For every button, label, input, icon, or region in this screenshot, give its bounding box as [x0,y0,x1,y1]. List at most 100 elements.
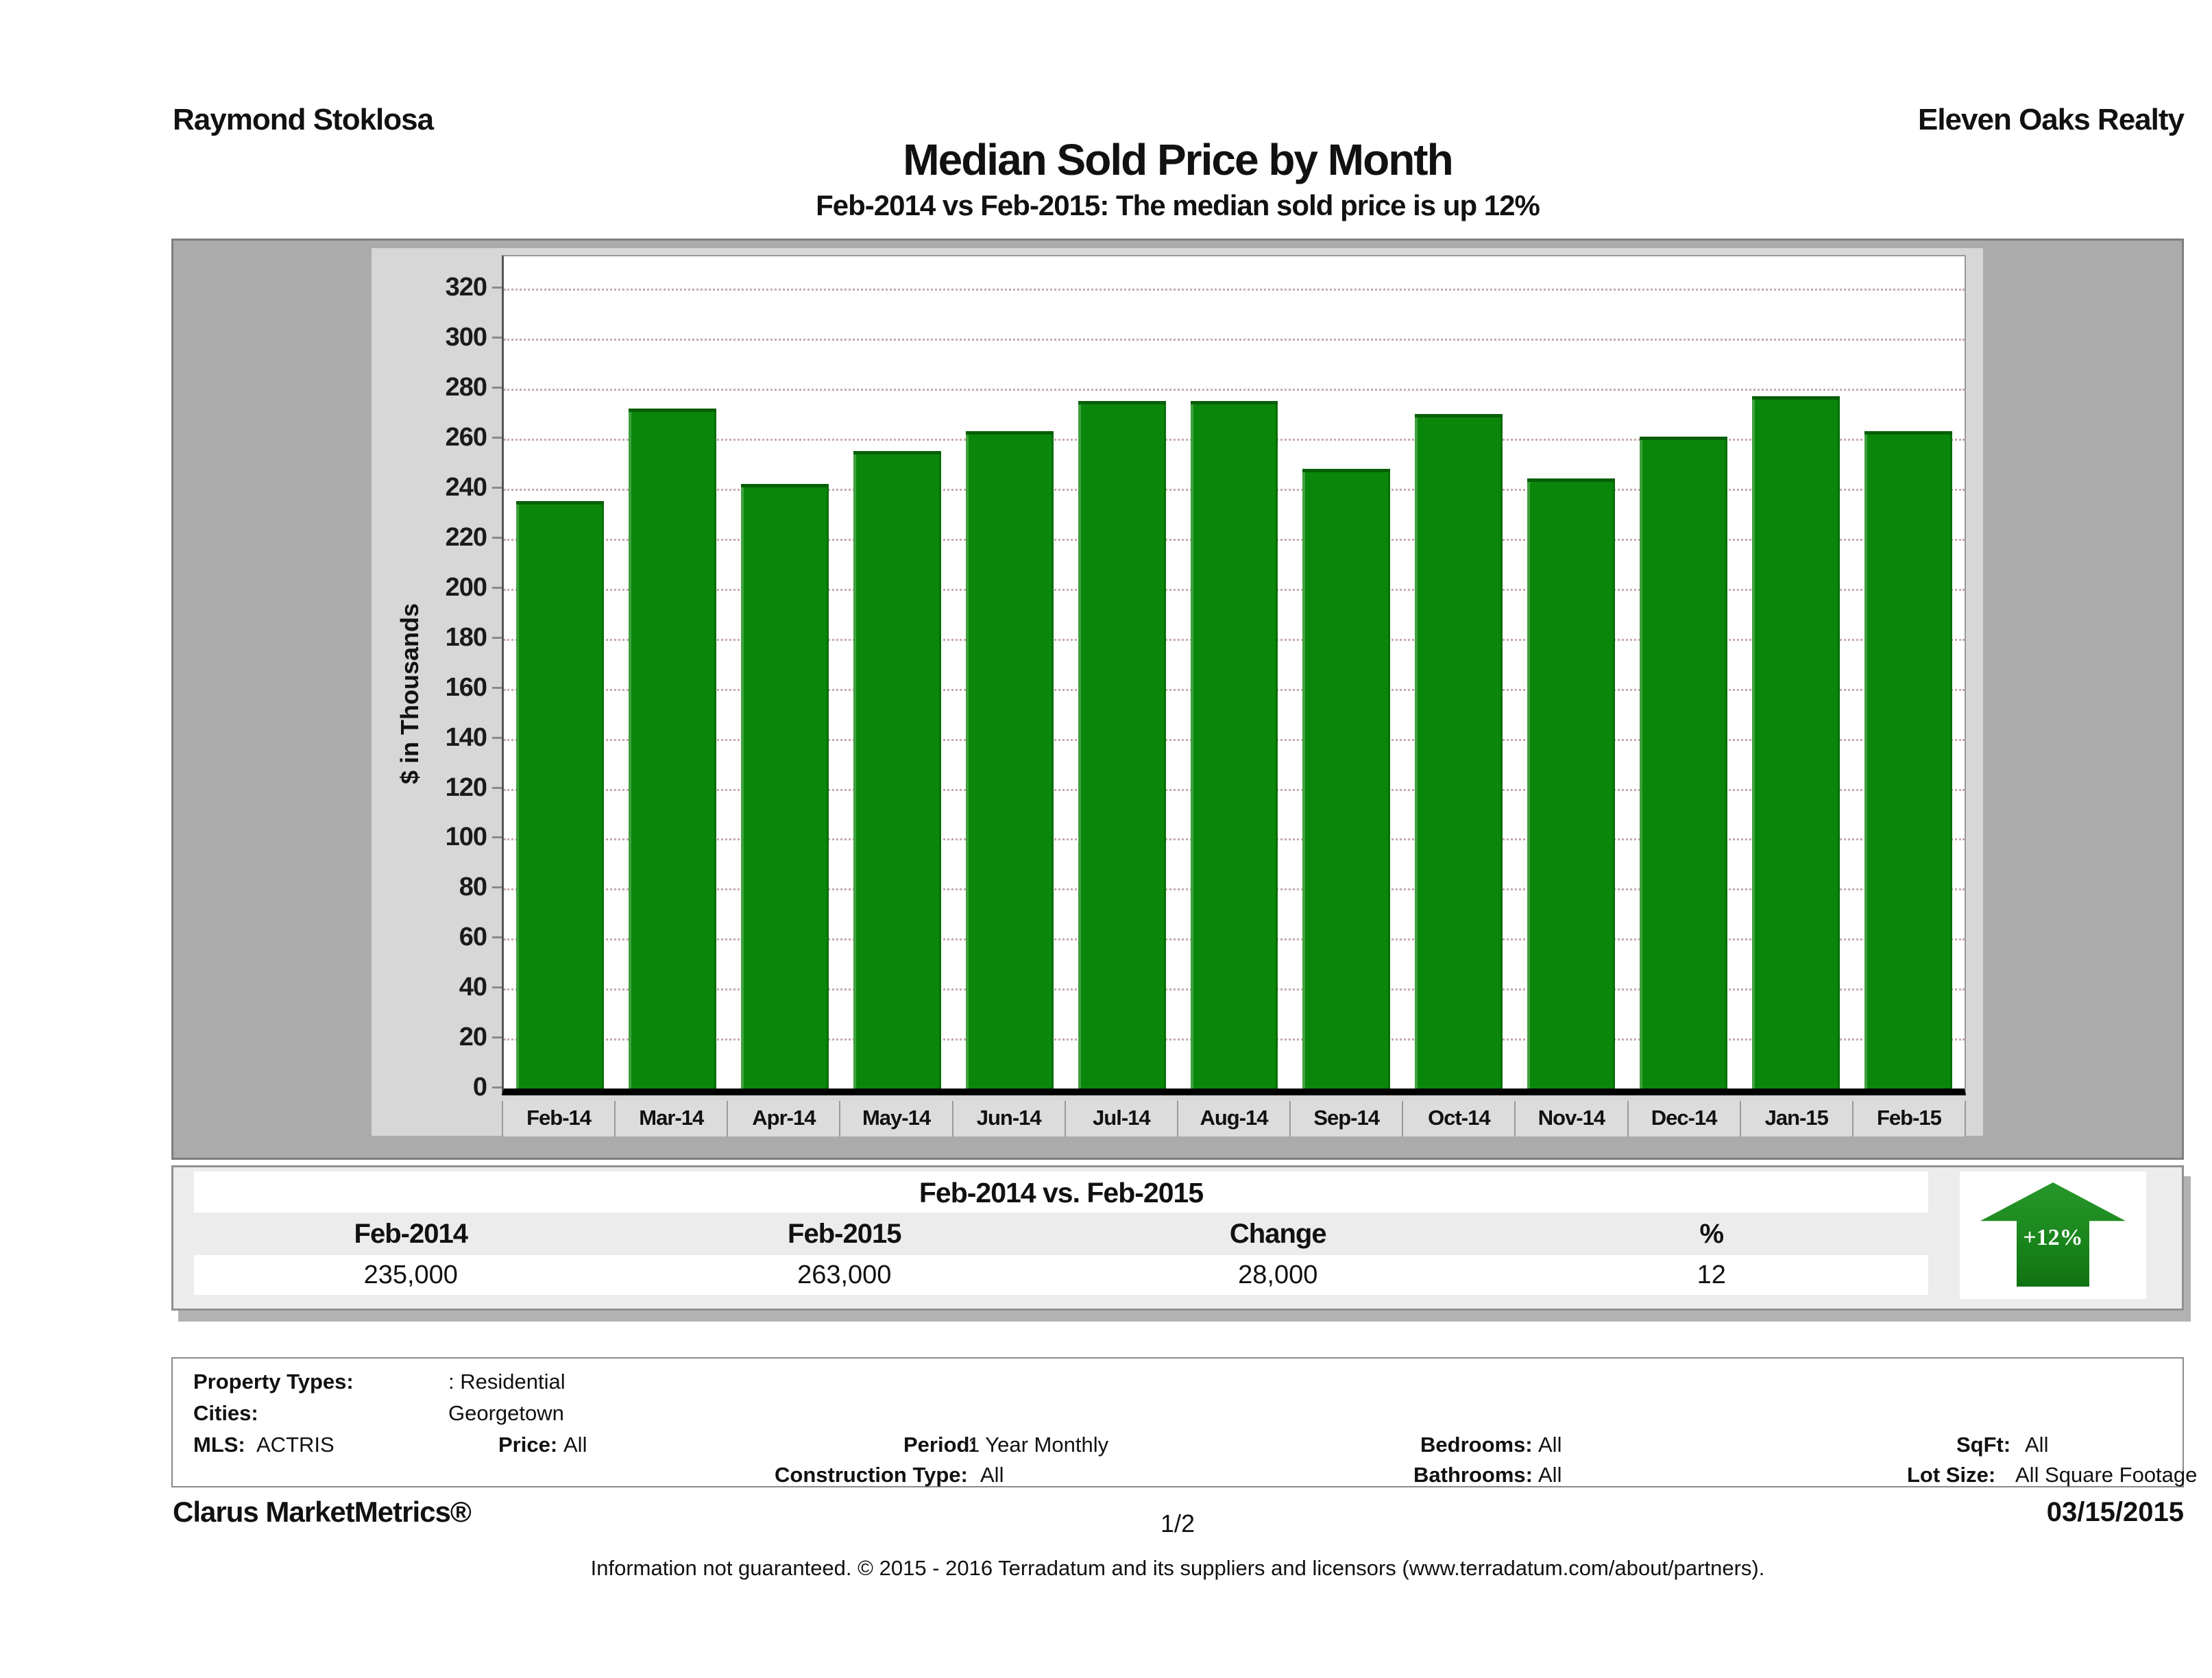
summary-cell-change: 28,000 [1238,1261,1318,1289]
y-tick-label: 320 [445,273,487,302]
bar-Sep-14 [1302,468,1391,1089]
x-axis-label: Apr-14 [727,1101,840,1136]
bedrooms-label: Bedrooms: [1420,1433,1533,1457]
y-tick-label: 140 [445,722,487,752]
x-axis-labels: Feb-14 Mar-14 Apr-14 May-14 Jun-14 Jul-14 Aug-… [502,1101,1967,1136]
y-tick-mark [492,287,502,289]
y-tick-label: 260 [445,423,487,452]
y-tick-mark [492,536,502,539]
bar-Aug-14 [1190,401,1278,1089]
bedrooms-value: All [1538,1433,1562,1457]
page-title: Median Sold Price by Month [903,135,1453,184]
x-axis-label: Aug-14 [1176,1101,1290,1136]
y-tick-mark [492,836,502,839]
summary-title: Feb-2014 vs. Feb-2015 [194,1171,1928,1213]
gridline [504,289,1965,291]
footer-page-number: 1/2 [1160,1509,1195,1537]
cities-label: Cities: [193,1401,258,1425]
bar-Jan-15 [1752,396,1840,1089]
x-axis-label: Oct-14 [1402,1101,1515,1136]
y-tick-label: 100 [445,823,487,852]
y-tick-mark [492,487,502,489]
y-tick-label: 300 [445,323,487,352]
summary-cell-feb2014: 235,000 [363,1261,458,1289]
y-axis-labels: 0 20 40 60 80 100 120 140 160 180 200 220 240 260 280 3… [372,255,502,1102]
bar-May-14 [853,451,941,1089]
period-label: Period: [903,1433,977,1457]
x-axis-label: Feb-15 [1851,1101,1967,1136]
y-tick-label: 280 [445,373,487,402]
y-tick-mark [492,786,502,789]
mls-value: ACTRIS [256,1433,335,1457]
y-tick-label: 0 [472,1073,487,1102]
bar-Feb-15 [1864,431,1952,1089]
property-types-value: : Residential [448,1370,566,1394]
bar-Oct-14 [1415,413,1503,1089]
y-tick-label: 40 [459,973,487,1002]
y-tick-mark [492,1036,502,1039]
y-tick-label: 60 [459,923,487,952]
x-axis-label: Sep-14 [1289,1101,1402,1136]
construction-type-value: All [980,1463,1004,1487]
summary-cell-feb2015: 263,000 [797,1261,892,1289]
summary-data-row: 235,000 263,000 28,000 12 [194,1255,1928,1295]
period-value: 1 Year Monthly [968,1433,1109,1457]
summary-col-header: Feb-2015 [788,1219,901,1249]
plot-area [502,255,1966,1095]
y-tick-mark [492,437,502,439]
page-subtitle: Feb-2014 vs Feb-2015: The median sold pr… [816,189,1540,221]
bar-Nov-14 [1527,478,1616,1089]
y-tick-mark [492,337,502,339]
summary-col-header: Change [1229,1219,1327,1249]
bathrooms-value: All [1538,1463,1562,1487]
trend-percent-label: +12% [2023,1225,2083,1251]
x-axis-label: Nov-14 [1514,1101,1627,1136]
mls-label: MLS: [193,1433,245,1457]
y-tick-label: 120 [445,773,487,802]
price-label: Price: [498,1433,558,1457]
x-axis-label: Jul-14 [1064,1101,1177,1136]
chart-panel: $ in Thousands 0 20 40 60 80 100 120 140 160 180 2… [372,248,1983,1136]
y-tick-label: 240 [445,473,487,502]
bathrooms-label: Bathrooms: [1413,1463,1533,1487]
y-tick-mark [492,686,502,689]
footer-date: 03/15/2015 [2046,1497,2184,1527]
lot-size-label: Lot Size: [1907,1463,1996,1487]
gridline [504,339,1965,341]
y-tick-label: 80 [459,873,487,902]
x-axis-label: Dec-14 [1627,1101,1740,1136]
summary-section: Feb-2014 vs. Feb-2015 Feb-2014 Feb-2015 … [171,1165,2184,1311]
y-tick-mark [492,886,502,889]
y-tick-mark [492,936,502,939]
chart-container: $ in Thousands 0 20 40 60 80 100 120 140 160 180 2… [171,239,2184,1160]
y-tick-label: 200 [445,572,487,602]
y-tick-label: 180 [445,622,487,652]
bar-Jun-14 [965,431,1054,1089]
agent-name: Raymond Stoklosa [173,103,434,136]
y-tick-label: 220 [445,522,487,552]
x-axis-label: Jan-15 [1739,1101,1852,1136]
price-value: All [563,1433,587,1457]
trend-arrow-box: +12% [1960,1171,2146,1299]
bar-Mar-14 [628,409,716,1089]
x-axis-label: Jun-14 [951,1101,1065,1136]
bar-Apr-14 [740,483,829,1089]
summary-col-header: % [1699,1219,1724,1249]
gridline [504,389,1965,391]
y-tick-label: 160 [445,672,487,702]
criteria-panel: Property Types: : Residential Cities: Ge… [171,1357,2197,1487]
y-tick-mark [492,986,502,989]
construction-type-label: Construction Type: [775,1463,968,1487]
x-axis-label: Feb-14 [502,1101,615,1136]
y-tick-mark [492,636,502,639]
company-name: Eleven Oaks Realty [1917,103,2185,136]
y-tick-label: 20 [459,1023,487,1052]
summary-header-row: Feb-2014 Feb-2015 Change % [194,1215,1928,1252]
cities-value: Georgetown [448,1401,564,1425]
sqft-label: SqFt: [1956,1433,2011,1457]
y-tick-mark [492,586,502,589]
bar-Feb-14 [516,501,604,1089]
property-types-label: Property Types: [193,1370,354,1394]
footer-brand: Clarus MarketMetrics® [173,1496,472,1528]
